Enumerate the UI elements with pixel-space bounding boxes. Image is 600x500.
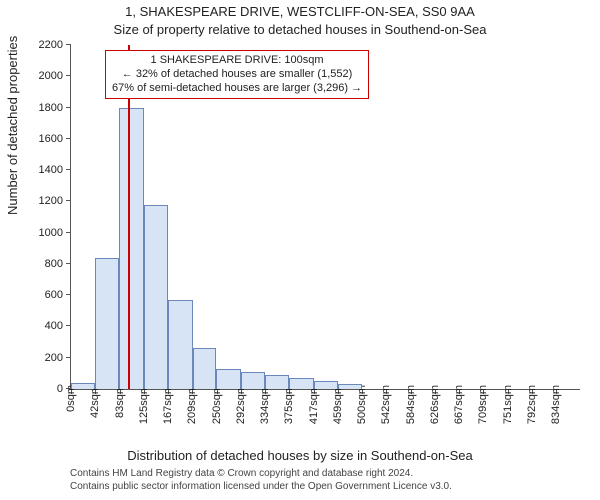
y-tick-mark <box>66 138 71 139</box>
footnote-line-2: Contains public sector information licen… <box>70 481 452 494</box>
y-tick-label: 0 <box>19 383 63 395</box>
y-tick-label: 400 <box>19 320 63 332</box>
title-line-2: Size of property relative to detached ho… <box>0 22 600 37</box>
y-tick-label: 1000 <box>19 227 63 239</box>
histogram-bar <box>265 375 289 389</box>
y-tick-label: 1600 <box>19 133 63 145</box>
x-tick-label: 167sqm <box>162 385 174 424</box>
x-tick-label: 417sqm <box>308 385 320 424</box>
x-tick-label: 209sqm <box>186 385 198 424</box>
x-axis-label: Distribution of detached houses by size … <box>0 448 600 463</box>
y-axis-label: Number of detached properties <box>5 36 20 215</box>
footnote-line-1: Contains HM Land Registry data © Crown c… <box>70 468 452 481</box>
x-tick-label: 500sqm <box>356 385 368 424</box>
x-tick-label: 626sqm <box>429 385 441 424</box>
x-tick-label: 334sqm <box>259 385 271 424</box>
x-tick-label: 83sqm <box>114 385 126 418</box>
property-info-box: 1 SHAKESPEARE DRIVE: 100sqm ← 32% of det… <box>105 50 369 99</box>
y-tick-mark <box>66 325 71 326</box>
y-tick-mark <box>66 357 71 358</box>
y-tick-mark <box>66 169 71 170</box>
y-tick-label: 2000 <box>19 70 63 82</box>
x-tick-label: 292sqm <box>235 385 247 424</box>
histogram-bar <box>241 372 265 389</box>
histogram-bar <box>314 381 338 389</box>
y-tick-label: 1800 <box>19 102 63 114</box>
histogram-bar <box>144 205 168 390</box>
x-tick-label: 751sqm <box>502 385 514 424</box>
y-tick-label: 1200 <box>19 195 63 207</box>
x-tick-label: 834sqm <box>550 385 562 424</box>
y-tick-mark <box>66 107 71 108</box>
y-tick-mark <box>66 75 71 76</box>
x-tick-label: 375sqm <box>283 385 295 424</box>
x-tick-label: 584sqm <box>405 385 417 424</box>
x-tick-label: 250sqm <box>211 385 223 424</box>
x-tick-label: 42sqm <box>89 385 101 418</box>
histogram-figure: 1, SHAKESPEARE DRIVE, WESTCLIFF-ON-SEA, … <box>0 0 600 500</box>
x-tick-label: 125sqm <box>138 385 150 424</box>
y-tick-mark <box>66 200 71 201</box>
infobox-line-2: ← 32% of detached houses are smaller (1,… <box>112 68 362 82</box>
infobox-line-1: 1 SHAKESPEARE DRIVE: 100sqm <box>112 54 362 68</box>
histogram-bar <box>119 108 143 389</box>
histogram-bar <box>193 348 217 389</box>
x-tick-label: 709sqm <box>477 385 489 424</box>
y-tick-label: 200 <box>19 352 63 364</box>
y-tick-mark <box>66 263 71 264</box>
x-tick-label: 0sqm <box>65 385 77 412</box>
y-tick-label: 600 <box>19 289 63 301</box>
histogram-bar <box>168 300 192 389</box>
histogram-bar <box>289 378 313 389</box>
y-tick-label: 1400 <box>19 164 63 176</box>
y-tick-mark <box>66 44 71 45</box>
x-tick-label: 459sqm <box>332 385 344 424</box>
histogram-bar <box>95 258 119 389</box>
histogram-bar <box>216 369 240 389</box>
title-line-1: 1, SHAKESPEARE DRIVE, WESTCLIFF-ON-SEA, … <box>0 4 600 19</box>
x-tick-label: 667sqm <box>453 385 465 424</box>
infobox-line-3: 67% of semi-detached houses are larger (… <box>112 82 362 96</box>
y-tick-mark <box>66 232 71 233</box>
y-tick-label: 2200 <box>19 39 63 51</box>
y-tick-mark <box>66 294 71 295</box>
x-tick-label: 542sqm <box>380 385 392 424</box>
footnote: Contains HM Land Registry data © Crown c… <box>70 468 452 493</box>
histogram-bar <box>338 384 362 389</box>
histogram-bar <box>71 383 95 389</box>
x-tick-label: 792sqm <box>526 385 538 424</box>
y-tick-label: 800 <box>19 258 63 270</box>
